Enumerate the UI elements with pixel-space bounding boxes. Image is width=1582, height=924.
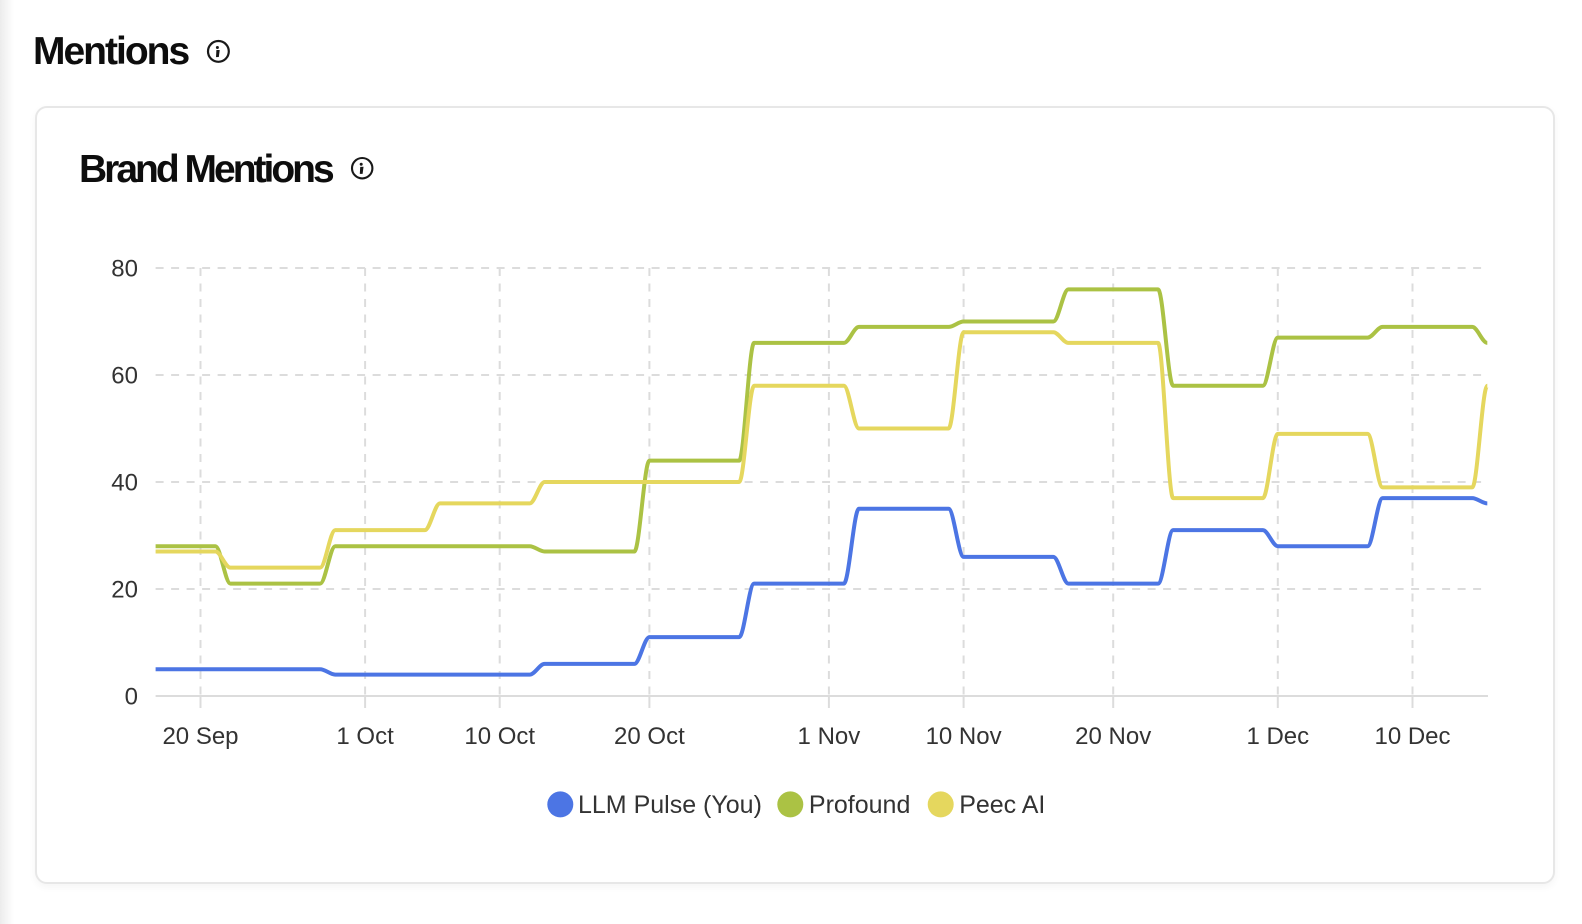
svg-text:Profound: Profound bbox=[809, 791, 910, 819]
svg-text:80: 80 bbox=[111, 256, 138, 283]
svg-text:60: 60 bbox=[111, 363, 138, 390]
svg-text:10 Nov: 10 Nov bbox=[926, 723, 1002, 750]
svg-text:LLM Pulse (You): LLM Pulse (You) bbox=[578, 791, 762, 819]
svg-text:10 Dec: 10 Dec bbox=[1374, 723, 1450, 750]
svg-text:10 Oct: 10 Oct bbox=[464, 723, 535, 750]
svg-text:20 Nov: 20 Nov bbox=[1075, 723, 1151, 750]
svg-text:0: 0 bbox=[125, 684, 138, 711]
svg-text:20 Sep: 20 Sep bbox=[162, 723, 238, 750]
svg-text:1 Dec: 1 Dec bbox=[1246, 723, 1309, 750]
svg-text:40: 40 bbox=[111, 470, 138, 497]
svg-text:1 Nov: 1 Nov bbox=[798, 723, 861, 750]
svg-text:Peec AI: Peec AI bbox=[959, 791, 1045, 819]
svg-text:1 Oct: 1 Oct bbox=[336, 723, 394, 750]
svg-text:20 Oct: 20 Oct bbox=[614, 723, 685, 750]
svg-text:20: 20 bbox=[111, 577, 138, 604]
